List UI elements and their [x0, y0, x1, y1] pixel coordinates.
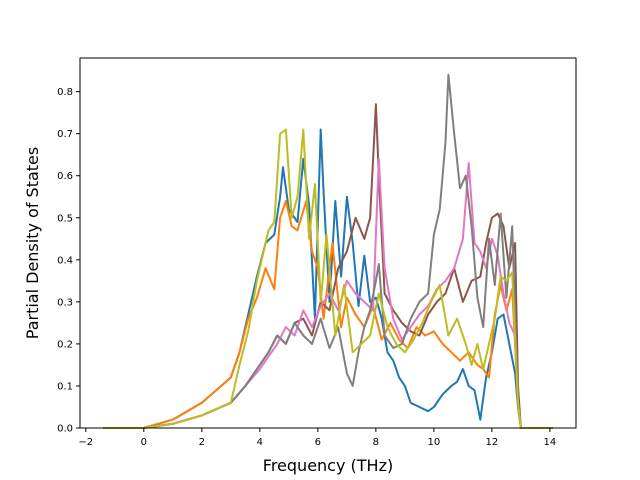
x-tick-label: 0 [141, 437, 147, 448]
series-line-6 [103, 128, 553, 429]
series-line-1 [103, 128, 553, 429]
y-axis-ticks: 0.0 0.1 0.2 0.3 0.4 0.5 0.6 0.7 0.8 [57, 87, 80, 435]
y-tick-label: 0.0 [57, 424, 73, 435]
x-axis-label: Frequency (THz) [263, 456, 393, 475]
x-tick-label: 4 [257, 437, 263, 448]
x-tick-label: −2 [78, 437, 93, 448]
x-tick-label: 6 [315, 437, 321, 448]
y-tick-label: 0.7 [57, 129, 73, 140]
y-tick-label: 0.4 [57, 255, 73, 266]
y-tick-label: 0.6 [57, 171, 73, 182]
y-tick-label: 0.3 [57, 297, 73, 308]
x-tick-label: 2 [199, 437, 205, 448]
x-tick-label: 14 [544, 437, 557, 448]
y-axis-label: Partial Density of States [23, 147, 42, 339]
series-lines [103, 73, 553, 429]
x-tick-label: 8 [373, 437, 379, 448]
plot-area-frame [79, 57, 577, 429]
x-axis-ticks: −2 0 2 4 6 8 10 12 14 [78, 428, 556, 448]
y-tick-label: 0.5 [57, 213, 73, 224]
x-tick-label: 10 [428, 437, 441, 448]
y-tick-label: 0.1 [57, 381, 73, 392]
series-line-5 [103, 73, 553, 429]
series-line-4 [103, 157, 553, 429]
x-tick-label: 12 [486, 437, 499, 448]
y-tick-label: 0.8 [57, 87, 73, 98]
y-tick-label: 0.2 [57, 339, 73, 350]
series-line-2 [103, 200, 553, 429]
